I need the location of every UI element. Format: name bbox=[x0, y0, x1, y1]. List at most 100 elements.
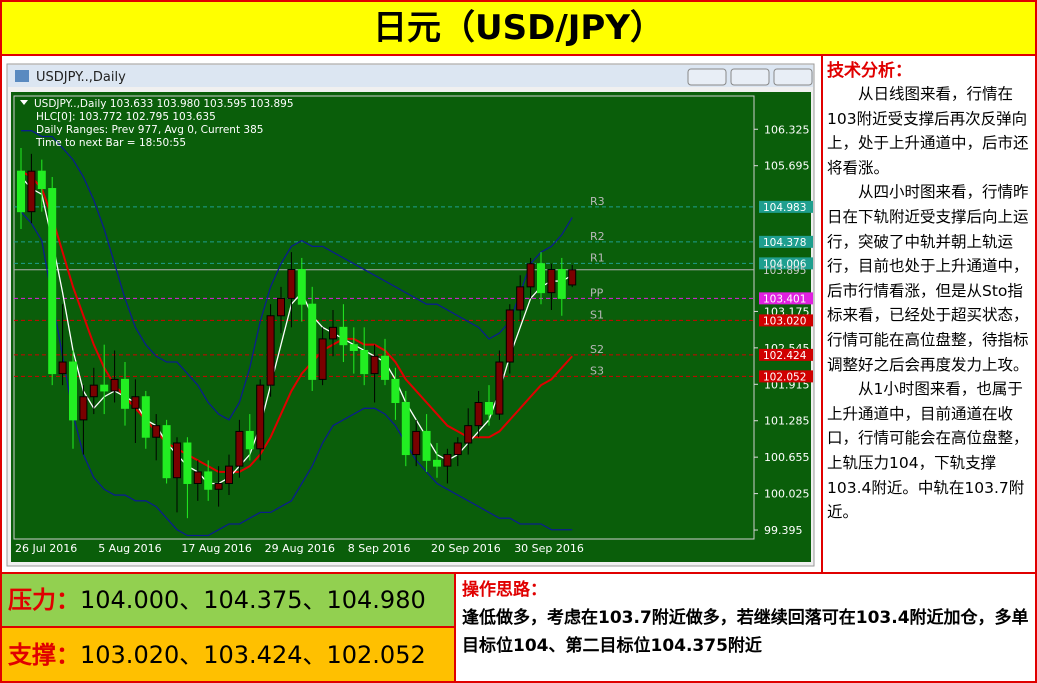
candle-body bbox=[131, 396, 140, 409]
chart-panel: USDJPY..,Daily 106.325 105.695 103.175 102.… bbox=[0, 54, 823, 574]
candle-body bbox=[58, 361, 67, 375]
candle-body bbox=[505, 309, 514, 363]
info-arrow bbox=[20, 100, 28, 105]
support-values: 103.020、103.424、102.052 bbox=[80, 641, 426, 669]
x-tick-label: 8 Sep 2016 bbox=[348, 542, 411, 555]
x-tick-label: 29 Aug 2016 bbox=[265, 542, 335, 555]
candle-body bbox=[162, 425, 171, 479]
candle-body bbox=[308, 303, 317, 380]
analysis-paragraph: 从日线图来看，行情在103附近受支撑后再次反弹向上，处于上升通道中，后市还将看涨… bbox=[827, 85, 1029, 177]
candle-body bbox=[453, 442, 462, 456]
candle-body bbox=[17, 170, 25, 213]
strategy-box: 操作思路： 逢低做多，考虑在103.7附近做多，若继续回落可在103.4附近加仓，… bbox=[454, 572, 1037, 683]
candle-body bbox=[381, 355, 389, 380]
candle-body bbox=[391, 378, 400, 404]
page-title: 日元（USD/JPY） bbox=[0, 0, 1037, 56]
support-label: 支撑： bbox=[8, 641, 80, 669]
candle-body bbox=[69, 361, 77, 421]
window-icon bbox=[15, 70, 29, 82]
candle-body bbox=[537, 263, 545, 294]
level-box bbox=[759, 257, 813, 270]
y-tick-label: 100.025 bbox=[764, 488, 810, 501]
pressure-label: 压力： bbox=[8, 586, 80, 614]
close-button[interactable] bbox=[773, 68, 813, 86]
indicator-line bbox=[20, 176, 573, 485]
pivot-name: S2 bbox=[590, 343, 604, 356]
candle-body bbox=[256, 384, 265, 450]
candle-body bbox=[422, 430, 431, 461]
candle-body bbox=[152, 425, 161, 438]
candle-body bbox=[245, 430, 254, 450]
candle-body bbox=[37, 170, 46, 190]
candle-body bbox=[443, 454, 452, 467]
candle-body bbox=[329, 326, 337, 340]
candle-body bbox=[568, 269, 577, 286]
pivot-name: R3 bbox=[590, 195, 605, 208]
chart-info: Daily Ranges: Prev 977, Avg 0, Current 3… bbox=[36, 124, 263, 136]
pivot-name: S1 bbox=[590, 308, 604, 321]
level-label: 104.378 bbox=[763, 237, 806, 249]
candle-body bbox=[277, 297, 285, 317]
x-tick-label: 5 Aug 2016 bbox=[98, 542, 161, 555]
chart: USDJPY..,Daily 106.325105.695103.175102.… bbox=[6, 63, 815, 567]
restore-button[interactable] bbox=[730, 68, 770, 86]
level-label: 102.424 bbox=[763, 350, 807, 362]
analysis-paragraph: 从四小时图来看，行情昨日在下轨附近受支撑后向上运行，突破了中轨并朝上轨运行，目前… bbox=[827, 183, 1029, 374]
analysis-body: 从日线图来看，行情在103附近受支撑后再次反弹向上，处于上升通道中，后市还将看涨… bbox=[827, 82, 1031, 525]
window-title: USDJPY..,Daily bbox=[36, 70, 126, 85]
y-tick-label: 105.695 bbox=[764, 160, 810, 173]
candle-body bbox=[79, 396, 88, 421]
y-tick-label: 100.655 bbox=[764, 451, 810, 464]
indicator-line bbox=[21, 130, 573, 421]
candle-body bbox=[433, 459, 441, 467]
analysis-panel: 技术分析： 从日线图来看，行情在103附近受支撑后再次反弹向上，处于上升通道中，… bbox=[821, 54, 1037, 574]
pivot-name: R1 bbox=[590, 251, 605, 264]
x-tick-label: 20 Sep 2016 bbox=[431, 542, 501, 555]
candle-body bbox=[183, 442, 192, 484]
candle-body bbox=[110, 378, 119, 392]
chart-info: HLC[0]: 103.772 102.795 103.635 bbox=[36, 111, 216, 123]
level-box bbox=[759, 200, 813, 213]
candle-body bbox=[297, 268, 306, 305]
analysis-title: 技术分析： bbox=[827, 61, 912, 81]
level-label: 104.983 bbox=[763, 202, 806, 214]
plot-border bbox=[13, 95, 755, 540]
candle-body bbox=[225, 465, 233, 484]
candle-body bbox=[360, 349, 369, 375]
level-box bbox=[759, 235, 813, 248]
candle-body bbox=[173, 442, 181, 479]
candle-body bbox=[401, 402, 410, 456]
level-label: 103.401 bbox=[763, 293, 806, 305]
candle-body bbox=[121, 378, 129, 409]
y-tick-label: 101.285 bbox=[764, 415, 810, 428]
candle-body bbox=[557, 268, 566, 299]
candle-body bbox=[48, 188, 57, 375]
candle-body bbox=[370, 355, 379, 375]
candle-body bbox=[349, 344, 358, 351]
candle-body bbox=[193, 471, 202, 484]
candle-body bbox=[485, 402, 493, 415]
candle-body bbox=[214, 482, 223, 490]
y-tick-label: 106.325 bbox=[764, 123, 810, 136]
chart-info: Time to next Bar = 18:50:55 bbox=[35, 137, 186, 149]
pivot-name: S3 bbox=[590, 364, 604, 377]
candle-body bbox=[27, 170, 36, 213]
candle-body bbox=[235, 430, 244, 467]
x-tick-label: 17 Aug 2016 bbox=[181, 542, 251, 555]
candle-body bbox=[339, 326, 348, 346]
current-price-label: 103.895 bbox=[763, 265, 806, 277]
candle-body bbox=[526, 263, 535, 288]
level-label: 104.006 bbox=[763, 258, 807, 270]
candle-body bbox=[266, 315, 275, 386]
candle-body bbox=[141, 396, 150, 438]
level-box bbox=[759, 292, 813, 305]
strategy-text: 逢低做多，考虑在103.7附近做多，若继续回落可在103.4附近加仓，多单目标位… bbox=[462, 608, 1029, 656]
candle-body bbox=[547, 268, 556, 294]
candle-body bbox=[204, 471, 213, 490]
candle-body bbox=[89, 384, 98, 398]
analysis-paragraph: 从1小时图来看，也属于上升通道中，目前通道在收口，行情可能会在高位盘整，上轨压力… bbox=[827, 380, 1029, 522]
candle-body bbox=[516, 286, 525, 311]
minimize-button[interactable] bbox=[687, 68, 727, 86]
candle-body bbox=[318, 338, 327, 380]
